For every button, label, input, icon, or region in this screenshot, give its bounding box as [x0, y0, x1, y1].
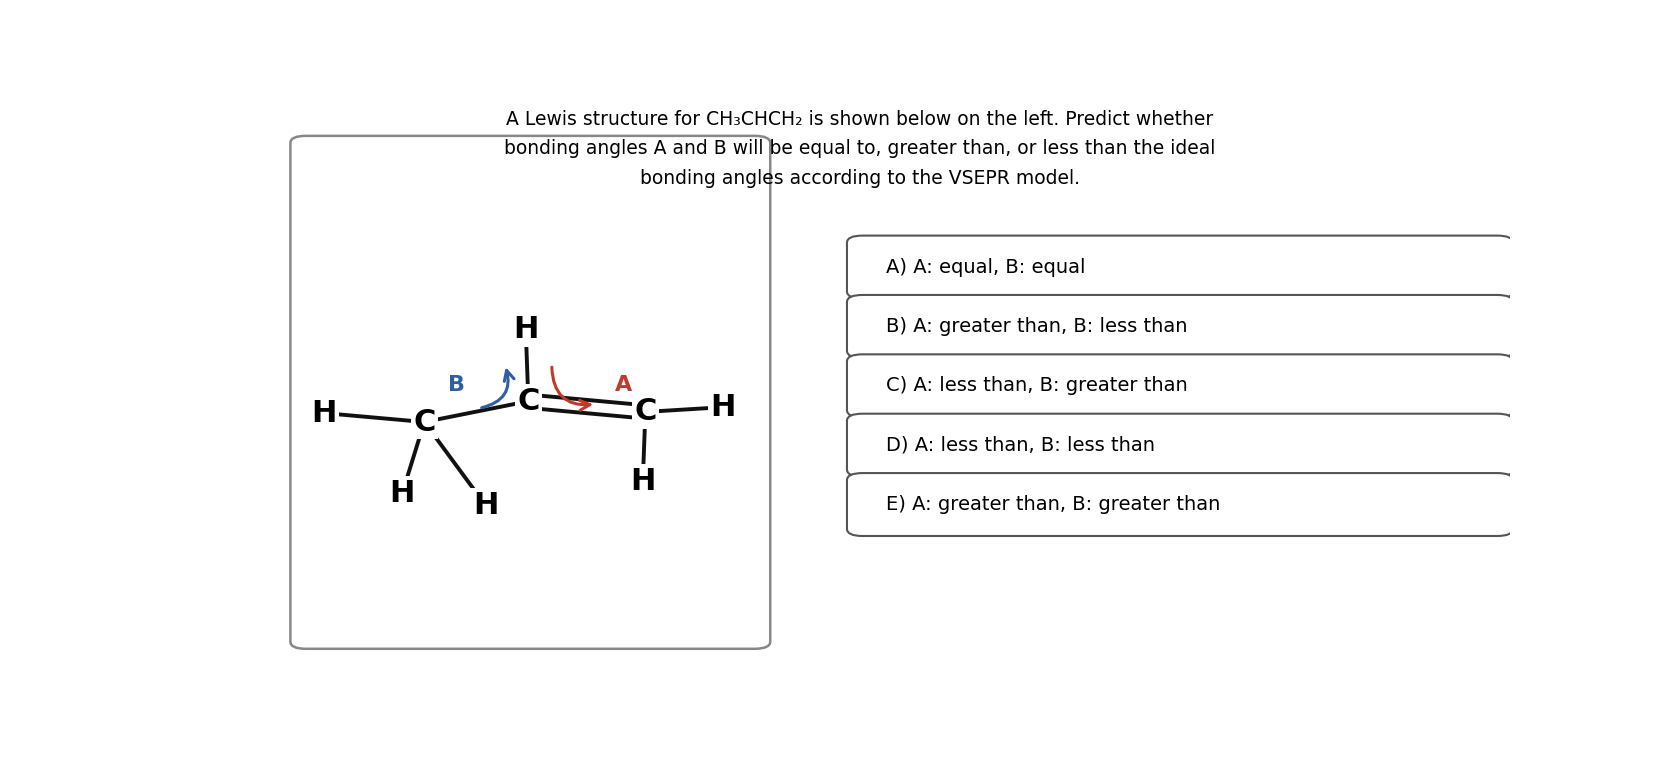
Text: H: H: [473, 490, 498, 520]
Text: bonding angles A and B will be equal to, greater than, or less than the ideal: bonding angles A and B will be equal to,…: [505, 140, 1215, 158]
Text: A) A: equal, B: equal: A) A: equal, B: equal: [886, 258, 1086, 277]
Text: C: C: [634, 397, 656, 426]
FancyBboxPatch shape: [847, 295, 1514, 358]
Text: E) A: greater than, B: greater than: E) A: greater than, B: greater than: [886, 495, 1220, 514]
Text: bonding angles according to the VSEPR model.: bonding angles according to the VSEPR mo…: [639, 169, 1081, 188]
Text: H: H: [389, 479, 414, 508]
FancyBboxPatch shape: [847, 414, 1514, 476]
FancyBboxPatch shape: [847, 236, 1514, 298]
FancyBboxPatch shape: [290, 136, 770, 648]
Text: B: B: [448, 375, 465, 395]
FancyBboxPatch shape: [847, 473, 1514, 536]
Text: A Lewis structure for CH₃CHCH₂ is shown below on the left. Predict whether: A Lewis structure for CH₃CHCH₂ is shown …: [507, 109, 1213, 129]
Text: A: A: [614, 375, 633, 395]
FancyBboxPatch shape: [847, 355, 1514, 417]
Text: H: H: [513, 315, 539, 345]
FancyArrowPatch shape: [552, 367, 589, 410]
Text: C: C: [413, 408, 436, 436]
Text: H: H: [631, 467, 656, 496]
Text: C) A: less than, B: greater than: C) A: less than, B: greater than: [886, 376, 1188, 396]
Text: H: H: [312, 399, 337, 428]
Text: C: C: [517, 387, 540, 416]
Text: D) A: less than, B: less than: D) A: less than, B: less than: [886, 436, 1154, 455]
Text: H: H: [711, 392, 737, 422]
FancyArrowPatch shape: [482, 370, 513, 408]
Text: B) A: greater than, B: less than: B) A: greater than, B: less than: [886, 317, 1188, 336]
